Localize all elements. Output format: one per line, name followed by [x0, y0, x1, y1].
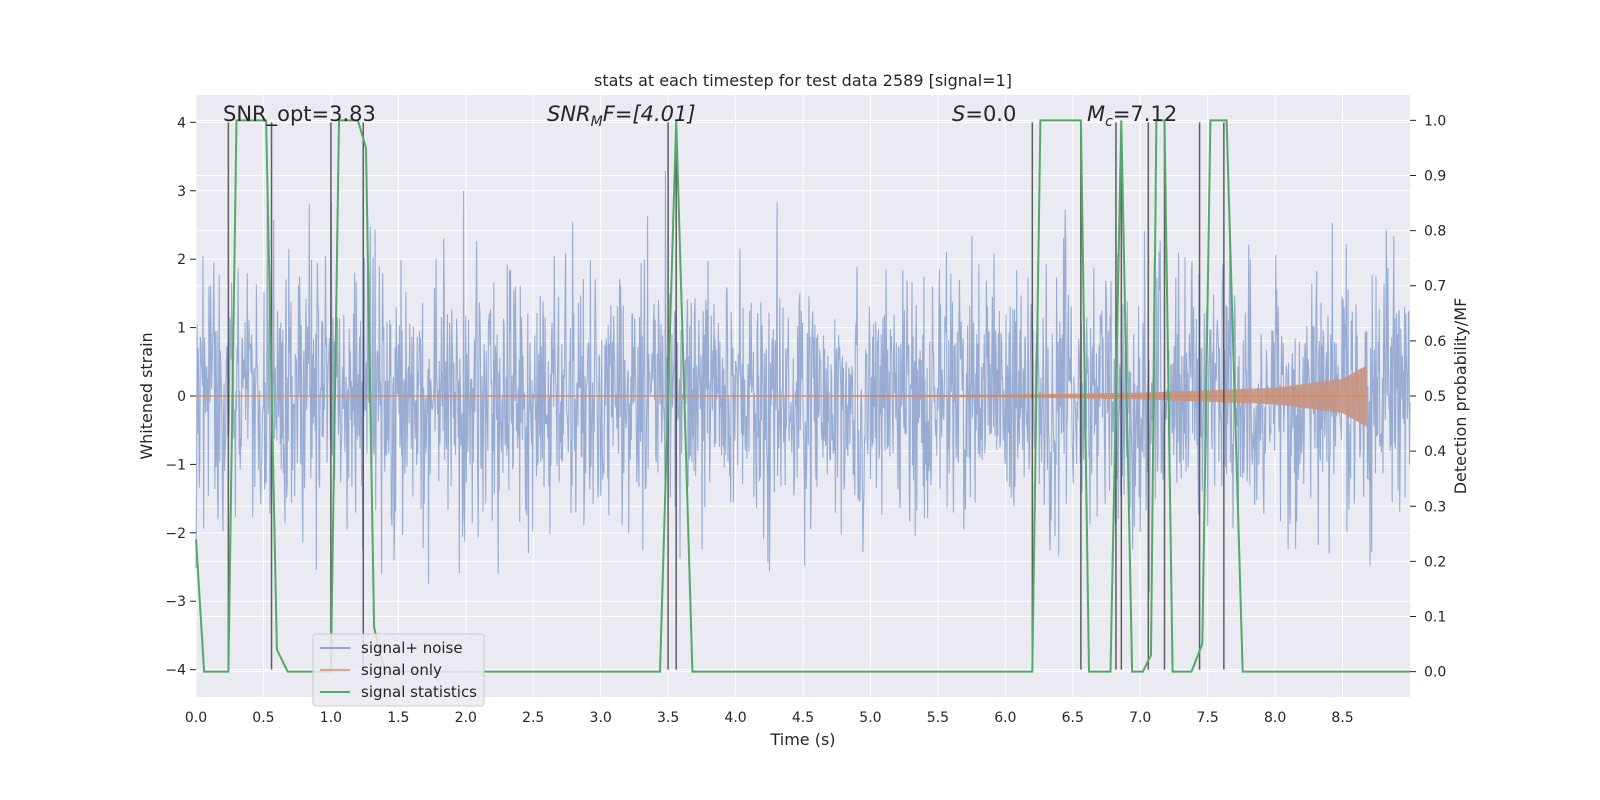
s-stat-rest: =0.0 — [965, 102, 1016, 126]
x-tick-label: 0.0 — [185, 710, 207, 726]
x-tick-label: 4.0 — [724, 710, 746, 726]
x-axis-ticks: 0.0 0.5 1.0 1.5 2.0 2.5 3.0 3.5 4.0 4.5 5.0 5.5 6.0 6… — [185, 710, 1354, 726]
snr-mf-sub: M — [591, 114, 603, 130]
snr-mf-base: SNR — [547, 102, 591, 126]
annotation-mc: Mc=7.12 — [1087, 102, 1177, 130]
x-tick-label: 6.0 — [994, 710, 1016, 726]
legend-label-signal-statistics: signal statistics — [361, 683, 477, 701]
y-right-tick-label: 0.9 — [1424, 168, 1446, 184]
legend-box — [312, 633, 485, 707]
x-tick-label: 7.5 — [1197, 710, 1219, 726]
y-right-tick-label: 0.7 — [1424, 279, 1446, 295]
y-left-tick-label: −4 — [165, 663, 186, 679]
mc-sub: c — [1105, 114, 1113, 130]
y-right-tick-label: 0.3 — [1424, 499, 1446, 515]
chart-title: stats at each timestep for test data 258… — [594, 71, 1012, 90]
annotation-snr-opt: SNR_opt=3.83 — [223, 102, 376, 127]
x-tick-label: 6.5 — [1062, 710, 1084, 726]
legend-label-signal-only: signal only — [361, 661, 442, 679]
mc-var: M — [1087, 102, 1105, 126]
y-right-tick-label: 0.0 — [1424, 665, 1446, 681]
y-axis-right-ticks: 1.0 0.9 0.8 0.7 0.6 0.5 0.4 0.3 0.2 0.1 0.0 — [1410, 113, 1446, 681]
mc-rest: =7.12 — [1113, 102, 1177, 126]
y-right-tick-label: 0.1 — [1424, 610, 1446, 626]
y-left-tick-label: 4 — [177, 115, 186, 131]
y-axis-right-title: Detection probability/MF — [1451, 298, 1470, 495]
x-tick-label: 1.5 — [387, 710, 409, 726]
y-left-tick-label: 2 — [177, 252, 186, 268]
y-left-tick-label: 0 — [177, 389, 186, 405]
x-tick-label: 5.0 — [859, 710, 881, 726]
signal-noise-line — [195, 170, 1411, 593]
y-left-tick-label: 3 — [177, 184, 186, 200]
y-right-tick-label: 1.0 — [1424, 113, 1446, 129]
x-tick-label: 2.5 — [522, 710, 544, 726]
legend: signal+ noise signal only signal statist… — [312, 633, 485, 707]
x-tick-label: 2.0 — [455, 710, 477, 726]
y-right-tick-label: 0.4 — [1424, 444, 1446, 460]
y-axis-left-ticks: 4 3 2 1 0 −1 −2 −3 −4 — [165, 115, 196, 679]
signal-statistics-line — [195, 119, 1410, 673]
series-signal-only — [196, 365, 1367, 427]
s-stat-var: S — [952, 102, 965, 126]
y-right-tick-label: 0.2 — [1424, 554, 1446, 570]
x-tick-label: 5.5 — [927, 710, 949, 726]
series-signal-statistics — [195, 119, 1410, 673]
y-right-tick-label: 0.5 — [1424, 389, 1446, 405]
y-right-tick-label: 0.6 — [1424, 334, 1446, 350]
snr-mf-rest: F=[4.01] — [603, 102, 696, 126]
x-tick-label: 8.0 — [1264, 710, 1286, 726]
x-tick-label: 7.0 — [1129, 710, 1151, 726]
y-left-tick-label: −3 — [165, 594, 186, 610]
x-tick-label: 1.0 — [320, 710, 342, 726]
x-tick-label: 4.5 — [792, 710, 814, 726]
y-left-tick-label: −2 — [165, 526, 186, 542]
x-axis-title: Time (s) — [769, 730, 835, 749]
y-right-tick-label: 0.8 — [1424, 224, 1446, 240]
legend-label-signal-noise: signal+ noise — [361, 639, 463, 657]
x-tick-label: 3.0 — [590, 710, 612, 726]
annotation-s-stat: S=0.0 — [952, 102, 1016, 126]
y-left-tick-label: 1 — [177, 321, 186, 337]
y-axis-left-title: Whitened strain — [137, 332, 156, 459]
x-tick-label: 0.5 — [252, 710, 274, 726]
x-tick-label: 3.5 — [657, 710, 679, 726]
y-left-tick-label: −1 — [165, 457, 186, 473]
annotation-snr-mf: SNRMF=[4.01] — [547, 102, 696, 130]
x-tick-label: 8.5 — [1331, 710, 1353, 726]
series-signal-noise — [195, 170, 1411, 593]
